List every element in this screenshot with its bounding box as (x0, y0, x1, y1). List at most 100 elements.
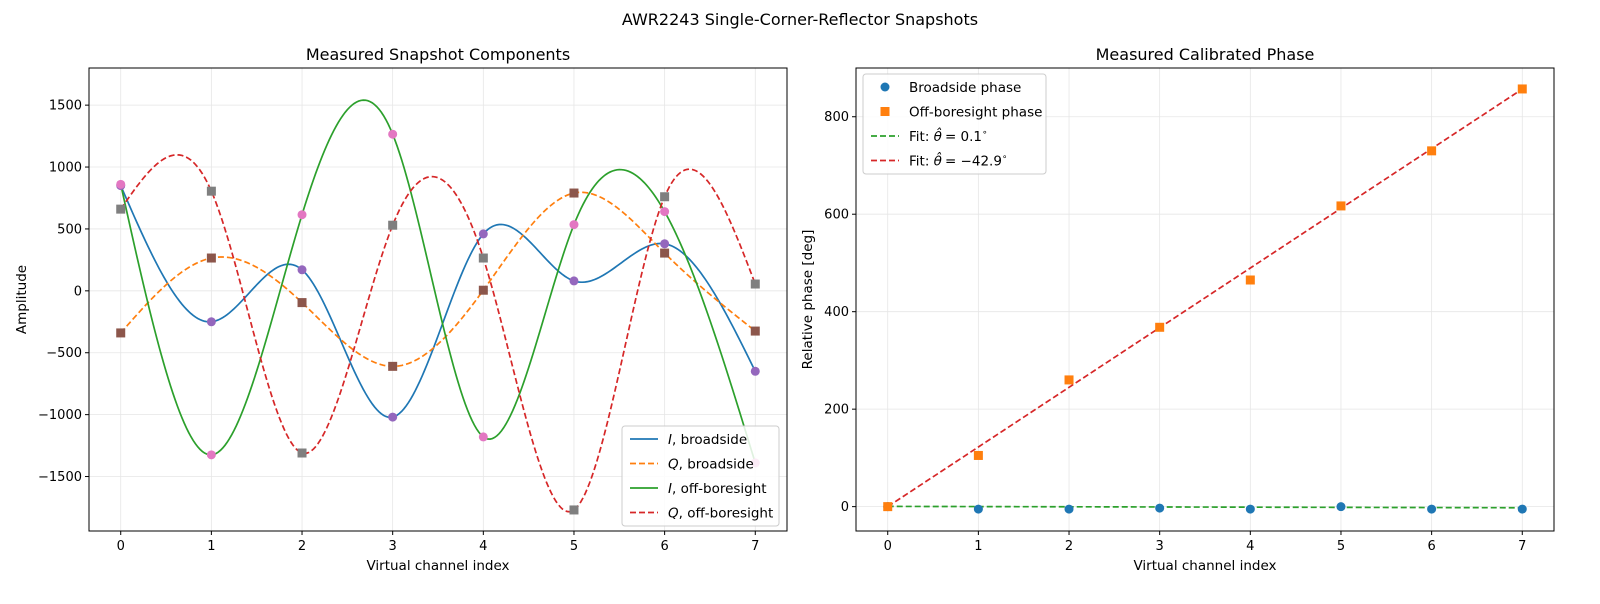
x-axis-label: Virtual channel index (366, 558, 509, 574)
x-tick-label: 6 (660, 539, 668, 554)
axes-frame (88, 67, 788, 532)
legend-box (621, 425, 780, 527)
legend-label-4: Fit: θ̂ = −42.9∘ (909, 151, 1008, 169)
legend-label-3: Fit: θ̂ = 0.1∘ (909, 127, 988, 145)
series-line-1 (119, 185, 757, 419)
y-tick-label: 1000 (49, 161, 82, 176)
data-point-3-5 (569, 220, 579, 230)
data-point-3-6 (660, 207, 670, 217)
legend-label-1: I, broadside (668, 432, 747, 448)
y-tick-label: 400 (824, 305, 849, 320)
data-point-1-6 (1427, 504, 1437, 514)
data-point-2-0 (883, 502, 893, 512)
data-point-2-6 (1427, 146, 1437, 156)
x-tick-label: 1 (974, 539, 982, 554)
data-point-2-3 (1155, 322, 1165, 332)
x-tick-label: 6 (1427, 539, 1435, 554)
data-point-1-1 (206, 317, 216, 327)
y-axis-label: Relative phase [deg] (800, 230, 816, 370)
legend-handle-1 (880, 82, 890, 92)
data-point-1-7 (750, 366, 760, 376)
data-point-2-6 (660, 248, 670, 258)
data-point-3-4 (478, 432, 488, 442)
series-line-3 (119, 99, 757, 464)
panel-title: Measured Snapshot Components (306, 45, 570, 64)
data-point-2-0 (116, 328, 126, 338)
data-point-4-7 (750, 279, 760, 289)
data-point-4-0 (116, 204, 126, 214)
series-line-2 (120, 191, 756, 368)
data-point-2-4 (1245, 275, 1255, 285)
legend: Broadside phase Off-boresight phase Fit: θ… (862, 73, 1047, 175)
fit-line-4 (887, 88, 1523, 508)
data-point-1-2 (1064, 504, 1074, 514)
x-tick-label: 2 (1065, 539, 1073, 554)
data-point-4-3 (388, 220, 398, 230)
x-tick-label: 3 (389, 539, 397, 554)
legend-label-4: Q, off-boresight (668, 506, 773, 522)
data-point-3-2 (297, 210, 307, 220)
legend-label-2: Off-boresight phase (909, 105, 1042, 121)
x-tick-label: 1 (207, 539, 215, 554)
data-point-3-1 (206, 450, 216, 460)
data-point-4-1 (206, 186, 216, 196)
data-point-2-1 (973, 450, 983, 460)
data-point-1-2 (297, 265, 307, 275)
y-tick-label: 800 (824, 110, 849, 125)
data-point-2-1 (206, 253, 216, 263)
x-tick-label: 2 (298, 539, 306, 554)
x-tick-label: 4 (1246, 539, 1254, 554)
data-point-3-0 (116, 179, 126, 189)
legend: I, broadside Q, broadside I, off-boresight… (621, 425, 780, 527)
x-tick-label: 0 (117, 539, 125, 554)
chart-panel-1: 0 1 2 3 4 5 6 7 −1500 −1000 −500 0 500 1000 1500 Measur… (14, 45, 788, 574)
data-point-2-7 (750, 326, 760, 336)
x-tick-label: 7 (1518, 539, 1526, 554)
fit-line-3 (887, 505, 1523, 509)
legend-box (862, 73, 1047, 175)
figure-suptitle: AWR2243 Single-Corner-Reflector Snapshot… (621, 10, 979, 29)
data-point-4-6 (660, 192, 670, 202)
y-tick-label: 500 (57, 222, 82, 237)
data-point-2-7 (1517, 84, 1527, 94)
x-tick-label: 5 (570, 539, 578, 554)
x-tick-label: 4 (479, 539, 487, 554)
data-point-2-5 (1336, 201, 1346, 211)
legend-label-2: Q, broadside (668, 457, 754, 473)
data-point-1-5 (569, 276, 579, 286)
data-point-1-3 (1155, 503, 1165, 513)
data-point-4-5 (569, 505, 579, 515)
legend-label-3: I, off-boresight (668, 481, 767, 497)
x-tick-label: 5 (1337, 539, 1345, 554)
data-point-4-4 (478, 253, 488, 263)
data-point-4-2 (297, 448, 307, 458)
data-point-2-2 (1064, 375, 1074, 385)
data-point-1-5 (1336, 502, 1346, 512)
y-tick-label: −1000 (38, 408, 82, 423)
x-tick-label: 7 (751, 539, 759, 554)
data-point-2-5 (569, 188, 579, 198)
legend-handle-2 (880, 107, 890, 116)
data-point-2-2 (297, 298, 307, 308)
y-axis-label: Amplitude (14, 265, 30, 334)
data-point-1-7 (1517, 504, 1527, 514)
y-tick-label: 0 (841, 500, 849, 515)
data-point-1-6 (660, 239, 670, 249)
chart-panel-2: 0 1 2 3 4 5 6 7 0 200 400 600 800 Measured Calibrated… (800, 45, 1555, 574)
x-tick-label: 0 (884, 539, 892, 554)
data-point-1-4 (478, 229, 488, 239)
y-tick-label: 600 (824, 208, 849, 223)
x-axis-label: Virtual channel index (1133, 558, 1276, 574)
legend-label-1: Broadside phase (909, 80, 1021, 96)
x-tick-label: 3 (1156, 539, 1164, 554)
plot-area (883, 84, 1527, 514)
y-tick-label: 0 (74, 284, 82, 299)
axes-frame (855, 67, 1555, 532)
y-tick-label: 1500 (49, 99, 82, 114)
data-point-1-1 (973, 504, 983, 514)
panel-title: Measured Calibrated Phase (1096, 45, 1315, 64)
data-point-2-4 (478, 285, 488, 295)
y-tick-label: −1500 (38, 470, 82, 485)
